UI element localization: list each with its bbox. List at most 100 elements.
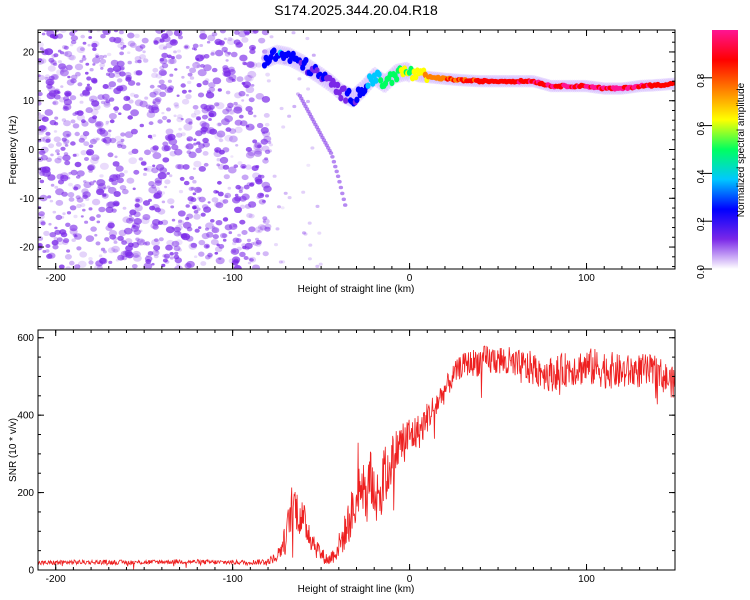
noise-speckle	[164, 185, 168, 189]
noise-speckle	[107, 67, 114, 73]
noise-speckle	[94, 264, 103, 269]
noise-speckle	[159, 65, 165, 70]
noise-speckle	[165, 128, 174, 135]
colorbar-tick-label: 0.2	[696, 217, 707, 231]
noise-speckle	[228, 69, 236, 75]
noise-speckle	[249, 182, 255, 187]
noise-speckle	[167, 79, 172, 84]
noise-speckle	[85, 62, 90, 66]
noise-speckle	[59, 69, 65, 74]
noise-speckle	[191, 205, 197, 210]
noise-speckle	[184, 45, 189, 49]
noise-speckle	[307, 221, 312, 225]
noise-speckle	[190, 113, 197, 118]
noise-speckle	[266, 79, 271, 83]
noise-speckle	[76, 203, 82, 209]
noise-speckle	[60, 66, 68, 73]
noise-speckle	[161, 52, 169, 59]
noise-speckle	[102, 84, 109, 89]
noise-speckle	[198, 166, 206, 172]
noise-speckle	[221, 118, 230, 126]
noise-speckle	[112, 248, 119, 253]
noise-speckle	[259, 193, 264, 197]
noise-speckle	[64, 253, 72, 260]
noise-speckle	[174, 148, 183, 156]
noise-speckle	[52, 244, 59, 250]
noise-speckle	[218, 40, 225, 46]
noise-speckle	[107, 86, 112, 90]
noise-speckle	[60, 85, 64, 88]
noise-speckle	[50, 153, 54, 157]
noise-speckle	[241, 99, 245, 102]
noise-speckle	[51, 73, 59, 81]
noise-speckle	[203, 64, 212, 72]
noise-speckle	[118, 112, 122, 115]
noise-speckle	[126, 96, 131, 101]
noise-speckle	[242, 81, 251, 88]
noise-speckle	[72, 123, 80, 129]
noise-speckle	[119, 71, 126, 77]
noise-speckle	[225, 106, 233, 112]
noise-speckle	[213, 189, 219, 194]
noise-speckle	[142, 214, 151, 221]
noise-speckle	[153, 254, 159, 259]
noise-speckle	[224, 52, 231, 57]
noise-speckle	[108, 72, 115, 79]
noise-speckle	[263, 185, 272, 193]
noise-speckle	[241, 193, 250, 201]
noise-speckle	[47, 65, 56, 72]
noise-speckle	[53, 236, 58, 241]
noise-speckle	[133, 229, 141, 236]
noise-speckle	[178, 35, 183, 40]
noise-speckle	[175, 224, 183, 231]
noise-speckle	[254, 142, 262, 149]
noise-speckle	[151, 249, 160, 256]
noise-speckle	[241, 230, 248, 235]
noise-speckle	[88, 36, 93, 39]
noise-speckle	[139, 229, 143, 233]
noise-speckle	[257, 144, 262, 149]
noise-speckle	[256, 251, 261, 256]
noise-speckle	[200, 261, 207, 266]
noise-speckle	[149, 91, 157, 98]
noise-speckle	[256, 195, 261, 199]
noise-speckle	[53, 62, 58, 66]
noise-speckle	[66, 133, 70, 137]
noise-speckle	[55, 142, 62, 147]
noise-speckle	[261, 96, 271, 103]
noise-speckle	[166, 107, 171, 112]
noise-speckle	[198, 251, 205, 257]
snr-line-layer	[38, 345, 675, 570]
noise-speckle	[85, 235, 95, 243]
noise-speckle	[189, 176, 195, 180]
noise-speckle	[167, 133, 176, 141]
noise-speckle	[96, 179, 106, 187]
noise-speckle	[264, 149, 271, 154]
noise-speckle	[311, 53, 316, 57]
noise-speckle	[44, 109, 54, 116]
noise-speckle	[121, 144, 127, 149]
noise-speckle	[105, 206, 114, 213]
noise-speckle	[96, 30, 101, 33]
noise-speckle	[248, 226, 256, 233]
noise-speckle	[233, 104, 243, 112]
noise-speckle	[253, 114, 257, 118]
noise-speckle	[169, 150, 177, 157]
signal-point	[373, 77, 379, 84]
noise-speckle	[138, 157, 144, 161]
noise-speckle	[130, 128, 138, 135]
noise-speckle	[287, 114, 292, 118]
noise-speckle	[258, 37, 266, 44]
noise-speckle	[175, 54, 182, 60]
noise-speckle	[103, 187, 107, 190]
noise-speckle	[147, 251, 154, 256]
noise-speckle	[181, 98, 190, 105]
noise-speckle	[55, 238, 65, 246]
noise-speckle	[129, 209, 137, 216]
noise-speckle	[71, 238, 76, 242]
noise-speckle	[301, 190, 306, 194]
noise-speckle	[226, 38, 236, 45]
noise-speckle	[154, 207, 161, 213]
noise-speckle	[69, 43, 74, 47]
noise-speckle	[64, 144, 69, 147]
